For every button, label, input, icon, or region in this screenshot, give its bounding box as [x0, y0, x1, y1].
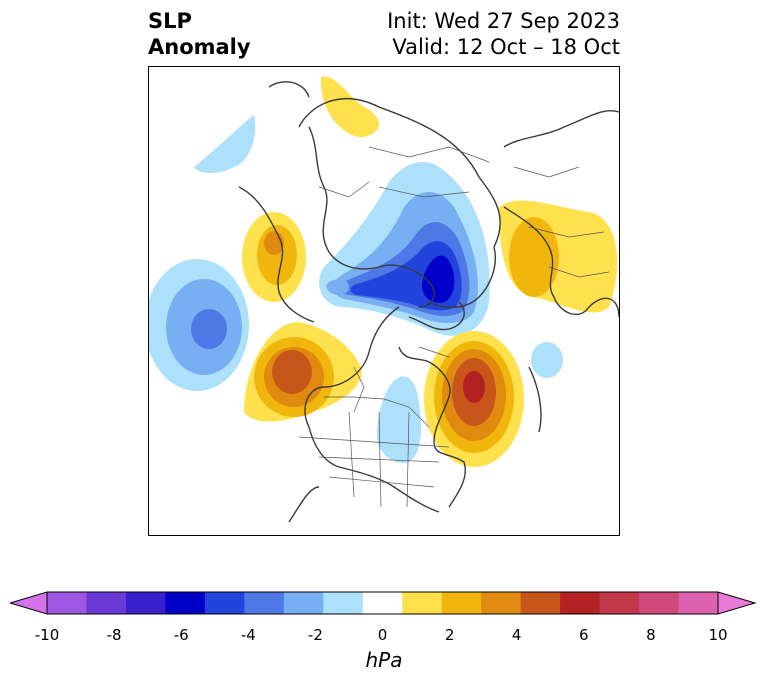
coastlines — [238, 81, 619, 523]
map-panel — [148, 66, 620, 536]
colorbar-segment — [441, 592, 482, 614]
colorbar-segment — [639, 592, 680, 614]
colorbar-segment — [47, 592, 87, 614]
colorbar-segment — [402, 592, 443, 614]
negative-anomaly-greenland — [531, 342, 563, 378]
positive-anomaly-mediterranean — [320, 76, 379, 138]
init-date-label: Init: Wed 27 Sep 2023 — [387, 9, 620, 33]
colorbar-segment — [86, 592, 127, 614]
colorbar-max-extend — [717, 591, 757, 615]
colorbar-tick-label: 10 — [708, 626, 728, 644]
negative-anomaly-central-north-america — [377, 376, 422, 463]
colorbar-segment — [560, 592, 601, 614]
colorbar-tick-label: -8 — [106, 626, 122, 644]
colorbar-min-extend — [10, 591, 48, 615]
valid-range-label: Valid: 12 Oct – 18 Oct — [392, 35, 620, 59]
colorbar-segment — [678, 592, 719, 614]
colorbar-segment — [244, 592, 285, 614]
colorbar-tick-label: 6 — [579, 626, 589, 644]
positive-anomaly-gulf-of-alaska — [244, 322, 362, 422]
colorbar-segment — [323, 592, 364, 614]
map-svg — [149, 76, 619, 523]
colorbar-segment — [362, 592, 403, 614]
colorbar-tick-label: 8 — [646, 626, 656, 644]
colorbar-segment — [125, 592, 166, 614]
colorbar-segment — [599, 592, 640, 614]
title-variable: SLP — [148, 9, 192, 33]
colorbar-segment — [204, 592, 245, 614]
positive-anomaly-scandinavia — [499, 200, 618, 313]
colorbar-tick-label: 0 — [377, 626, 388, 644]
colorbar-segment — [520, 592, 561, 614]
colorbar-tick-label: 2 — [444, 626, 455, 644]
colorbar-tick-label: -10 — [34, 626, 60, 644]
positive-anomaly-north-atlantic — [424, 331, 524, 467]
colorbar-segment — [283, 592, 324, 614]
chart-title-right: Init: Wed 27 Sep 2023 Valid: 12 Oct – 18… — [387, 8, 620, 60]
colorbar-tick-label: 4 — [511, 626, 522, 644]
colorbar-units-label: hPa — [365, 648, 403, 672]
colorbar-segments — [47, 592, 719, 614]
positive-anomaly-kamchatka — [242, 212, 306, 302]
negative-anomaly-siberia — [194, 115, 256, 173]
anomaly-fields — [149, 76, 618, 467]
negative-anomaly-north-pacific — [149, 259, 249, 391]
colorbar-tick-label: -4 — [240, 626, 256, 644]
chart-title-left: SLP Anomaly — [148, 8, 251, 60]
colorbar-segment — [165, 592, 206, 614]
country-borders — [298, 146, 610, 508]
title-type: Anomaly — [148, 35, 251, 59]
colorbar — [10, 591, 757, 615]
colorbar-outline — [46, 591, 719, 615]
colorbar-segment — [481, 592, 522, 614]
colorbar-tick-label: -6 — [173, 626, 189, 644]
colorbar-tick-label: -2 — [307, 626, 323, 644]
